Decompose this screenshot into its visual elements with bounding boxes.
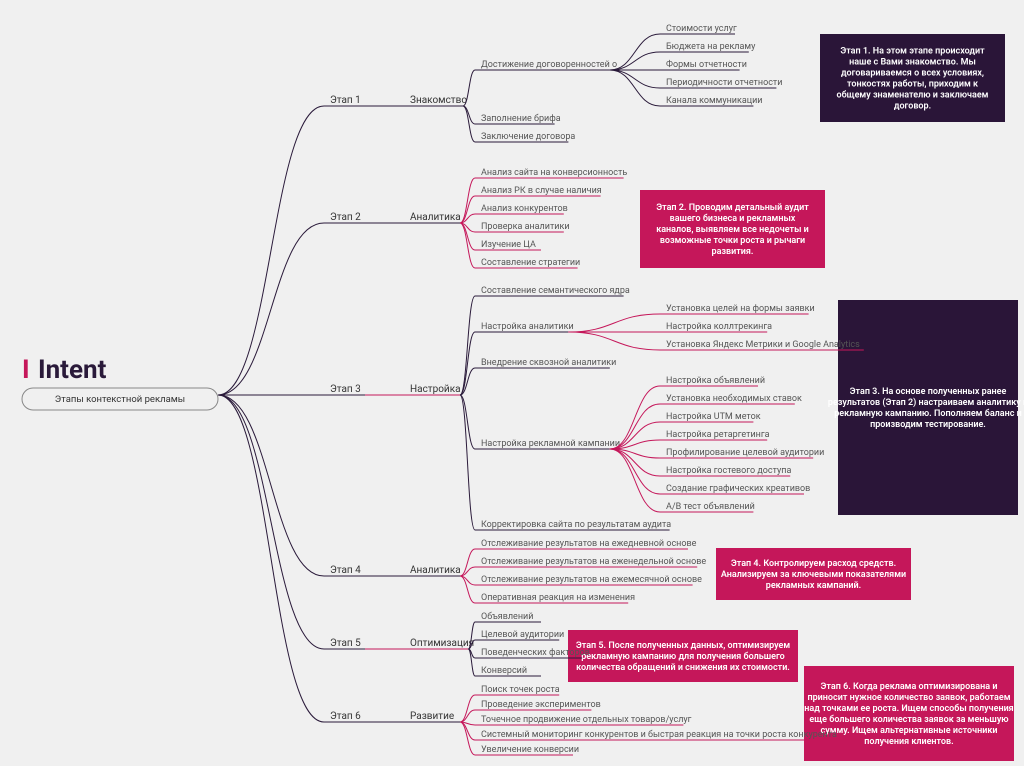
box-line: возможные точки роста и рычаги: [660, 236, 805, 246]
mid-label: Оптимизация: [410, 638, 474, 649]
mindmap-canvas: Этап 1. На этом этапе происходитнаше с В…: [0, 0, 1024, 766]
leaf-label: Проверка аналитики: [481, 222, 570, 232]
box-line: приносит нужное количество заявок, работ…: [808, 693, 1011, 703]
sub-label: Установка Яндекс Метрики и Google Analyt…: [666, 340, 860, 350]
leaf-label: Поведенческих факторов: [481, 648, 590, 658]
sub-label: Формы отчетности: [666, 60, 747, 70]
leaf-label: Конверсий: [481, 666, 527, 676]
desc-box-b2: Этап 2. Проводим детальный аудитвашего б…: [640, 190, 825, 268]
sub-label: Периодичности отчетности: [666, 78, 782, 88]
leaf-label: Объявлений: [481, 612, 533, 622]
leaf-label: Изучение ЦА: [481, 240, 536, 250]
leaf-label: Анализ РК в случае наличия: [481, 186, 602, 196]
box-line: договор.: [894, 102, 931, 112]
leaf-label: Поиск точек роста: [481, 685, 560, 695]
stage-label: Этап 4: [330, 565, 361, 576]
leaf-label: Заключение договора: [481, 132, 575, 142]
box-line: наше с Вами знакомство. Мы: [849, 58, 976, 68]
leaf-label: Системный мониторинг конкурентов и быстр…: [481, 730, 837, 740]
sub-label: Канала коммуникации: [666, 96, 762, 106]
box-line: общему знаменателю и заключаем: [837, 91, 989, 101]
stage-label: Этап 3: [330, 384, 361, 395]
box-line: Этап 5. После полученных данных, оптимиз…: [576, 641, 790, 651]
sub-label: Установка необходимых ставок: [666, 394, 802, 404]
stage-label: Этап 1: [330, 95, 361, 106]
box-line: количества обращений и снижения их стоим…: [576, 663, 790, 673]
sub-label: Настройка UTM меток: [666, 412, 761, 422]
leaf-label: Проведение экспериментов: [481, 700, 601, 710]
sub-label: Профилирование целевой аудитории: [666, 448, 824, 458]
leaf-label: Анализ сайта на конверсионность: [481, 168, 627, 178]
box-line: рекламную кампанию для получения большег…: [581, 652, 785, 662]
root-label: Этапы контекстной рекламы: [55, 394, 185, 405]
mid-label: Аналитика: [410, 565, 461, 576]
box-line: развития.: [712, 247, 754, 257]
desc-box-b5: Этап 5. После полученных данных, оптимиз…: [568, 630, 798, 682]
mid-label: Аналитика: [410, 212, 461, 223]
box-line: производим тестирование.: [870, 420, 986, 430]
mid-label: Развитие: [410, 711, 454, 722]
desc-box-b4: Этап 4. Контролируем расход средств.Анал…: [716, 548, 911, 600]
box-line: вашего бизнеса и рекламных: [670, 214, 796, 224]
logo-word: Intent: [38, 355, 107, 385]
logo-i: I: [22, 355, 30, 385]
stage-label: Этап 2: [330, 212, 361, 223]
leaf-label: Достижение договоренностей о: [481, 60, 617, 70]
leaf-label: Настройка аналитики: [481, 322, 574, 332]
sub-label: Настройка гостевого доступа: [666, 466, 791, 476]
sub-label: Настройка ретаргетинга: [666, 430, 770, 440]
desc-box-b1: Этап 1. На этом этапе происходитнаше с В…: [820, 34, 1005, 122]
leaf-label: Отслеживание результатов на ежемесячной …: [481, 575, 702, 585]
box-line: рекламных кампаний.: [766, 581, 861, 591]
leaf-label: Оперативная реакция на изменения: [481, 593, 635, 603]
box-line: Этап 4. Контролируем расход средств.: [731, 559, 896, 569]
leaf-label: Корректировка сайта по результатам аудит…: [481, 520, 671, 530]
box-line: Этап 3. На основе полученных ранее: [850, 387, 1007, 397]
stage-label: Этап 6: [330, 711, 361, 722]
sub-label: Установка целей на формы заявки: [666, 304, 815, 314]
leaf-label: Составление семантического ядра: [481, 286, 630, 296]
desc-box-b6: Этап 6. Когда реклама оптимизирована ипр…: [804, 666, 1014, 761]
box-line: Этап 6. Когда реклама оптимизирована и: [821, 682, 998, 692]
box-line: еще большего количества заявок за меньшу…: [809, 715, 1008, 725]
box-line: результатов (Этап 2) настраиваем аналити…: [828, 397, 1024, 408]
mid-label: Знакомство: [410, 95, 467, 106]
sub-label: Стоимости услуг: [666, 24, 737, 34]
leaf-label: Точечное продвижение отдельных товаров/у…: [481, 715, 692, 725]
mid-label: Настройка: [410, 384, 461, 395]
box-line: Этап 2. Проводим детальный аудит: [656, 203, 809, 213]
desc-box-b3: Этап 3. На основе полученных ранеерезуль…: [828, 300, 1024, 515]
box-line: сумму. Ищем альтернативные источники: [821, 726, 998, 736]
sub-label: Настройка объявлений: [666, 376, 765, 386]
sub-label: Бюджета на рекламу: [666, 42, 756, 52]
box-line: Анализируем за ключевыми показателями: [721, 570, 906, 580]
box-line: тонкостях работы, приходим к: [847, 80, 979, 90]
box-line: Этап 1. На этом этапе происходит: [840, 47, 985, 57]
sub-label: Настройка коллтрекинга: [666, 322, 772, 332]
leaf-label: Увеличение конверсии: [481, 745, 579, 755]
leaf-label: Отслеживание результатов на ежедневной о…: [481, 539, 697, 549]
box-line: рекламную кампанию. Пополняем баланс и: [834, 409, 1022, 419]
leaf-label: Анализ конкурентов: [481, 204, 568, 214]
box-line: над точками ее роста. Ищем способы получ…: [804, 704, 1013, 714]
stage-label: Этап 5: [330, 638, 361, 649]
leaf-label: Составление стратегии: [481, 258, 580, 268]
leaf-label: Целевой аудитории: [481, 630, 564, 640]
leaf-label: Отслеживание результатов на еженедельной…: [481, 557, 706, 567]
leaf-label: Внедрение сквозной аналитики: [481, 358, 616, 368]
box-line: договариваемся о всех условиях,: [841, 69, 984, 79]
sub-label: A/B тест объявлений: [666, 502, 755, 512]
box-line: каналов, выявляем все недочеты и: [656, 225, 809, 235]
sub-label: Создание графических креативов: [666, 484, 810, 494]
box-line: получения клиентов.: [864, 737, 953, 747]
leaf-label: Заполнение брифа: [481, 114, 561, 124]
leaf-label: Настройка рекламной кампании: [481, 439, 620, 449]
